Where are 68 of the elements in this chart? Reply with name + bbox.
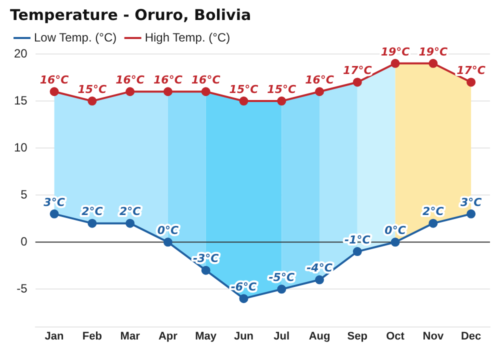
data-label: 16°C — [191, 73, 220, 86]
point — [428, 58, 438, 68]
x-tick-label: Feb — [82, 330, 102, 342]
point — [466, 78, 476, 87]
data-label: -6°C — [230, 280, 257, 294]
point — [277, 96, 286, 106]
data-label: 0°C — [157, 224, 179, 237]
point — [88, 96, 97, 106]
data-label: 17°C — [456, 64, 486, 78]
point — [126, 87, 135, 96]
point — [126, 218, 135, 228]
data-label: 2°C — [422, 205, 444, 218]
y-tick-label: 0 — [20, 234, 28, 248]
data-label: 19°C — [380, 45, 410, 58]
point — [390, 58, 400, 68]
data-label: -3°C — [192, 252, 219, 266]
data-label: 2°C — [82, 205, 103, 218]
x-tick-label: Jan — [44, 330, 64, 342]
data-label: 15°C — [229, 82, 258, 96]
legend-label: High Temp. (°C) — [144, 30, 230, 44]
data-label: 2°C — [119, 205, 141, 218]
point — [239, 294, 248, 304]
x-tick-label: Jul — [274, 330, 290, 342]
data-label: 16°C — [154, 73, 182, 86]
x-tick-label: Mar — [120, 330, 141, 342]
x-tick-label: Apr — [158, 330, 178, 342]
point — [466, 209, 476, 218]
x-tick-label: Dec — [460, 330, 482, 342]
chart-title: Temperature - Oruro, Bolivia — [10, 6, 252, 24]
point — [315, 275, 324, 284]
point — [88, 218, 97, 228]
point — [50, 209, 59, 218]
x-tick-label: Oct — [386, 330, 405, 342]
y-tick-label: 15 — [14, 93, 28, 108]
x-tick-label: Nov — [422, 330, 444, 342]
data-label: 16°C — [116, 73, 145, 86]
data-label: 17°C — [342, 64, 372, 78]
legend-label: Low Temp. (°C) — [34, 30, 117, 44]
x-tick-label: Sep — [347, 330, 368, 342]
point — [428, 218, 438, 228]
y-tick-label: 10 — [14, 140, 28, 154]
point — [201, 87, 210, 96]
data-label: 16°C — [40, 73, 69, 86]
data-label: 16°C — [305, 73, 334, 86]
point — [50, 87, 59, 96]
point — [163, 87, 172, 96]
point — [315, 87, 324, 96]
y-tick-label: 20 — [14, 46, 28, 60]
data-label: -4°C — [306, 262, 332, 275]
point — [352, 247, 362, 256]
data-label: 0°C — [384, 224, 406, 237]
x-tick-label: Aug — [308, 330, 330, 342]
data-label: 19°C — [418, 45, 448, 58]
x-tick-label: May — [195, 330, 218, 342]
point — [239, 96, 248, 106]
data-label: -5°C — [268, 271, 295, 284]
point — [390, 238, 400, 247]
point — [163, 238, 172, 247]
data-label: 15°C — [267, 82, 296, 96]
x-tick-label: Jun — [234, 330, 254, 342]
y-tick-label: -5 — [16, 281, 28, 296]
point — [352, 78, 362, 87]
data-label: 15°C — [78, 82, 107, 96]
point — [277, 284, 286, 294]
data-label: 3°C — [44, 196, 65, 209]
data-label: 3°C — [460, 196, 482, 209]
y-tick-label: 5 — [20, 187, 28, 202]
point — [201, 266, 210, 275]
